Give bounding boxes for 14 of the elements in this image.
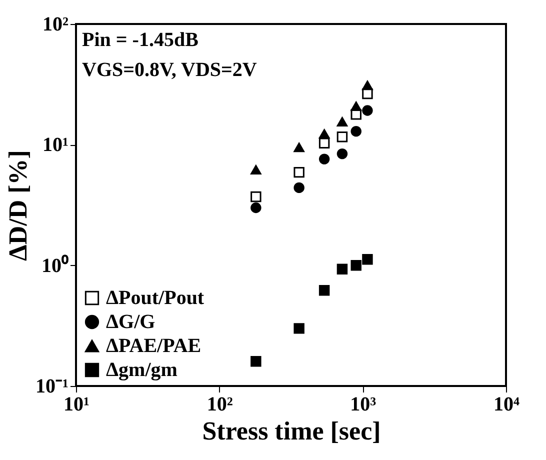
y-tick-label: 10² bbox=[42, 14, 68, 36]
y-tick-label: 10⁰ bbox=[42, 254, 68, 277]
legend-label: ΔPAE/PAE bbox=[106, 335, 202, 357]
annotation: Pin = -1.45dB bbox=[82, 29, 198, 51]
legend-label: ΔPout/Pout bbox=[106, 287, 204, 309]
x-tick-label: 10² bbox=[206, 394, 233, 416]
y-tick-label: 10¹ bbox=[42, 134, 68, 156]
legend-label: Δgm/gm bbox=[106, 359, 178, 381]
x-axis-title: Stress time [sec] bbox=[202, 416, 381, 446]
annotation: VGS=0.8V, VDS=2V bbox=[82, 59, 258, 81]
legend-label: ΔG/G bbox=[106, 311, 156, 333]
y-axis-title: ΔD/D [%] bbox=[4, 150, 33, 261]
x-tick-label: 10⁴ bbox=[494, 394, 520, 416]
x-tick-label: 10³ bbox=[350, 394, 376, 416]
